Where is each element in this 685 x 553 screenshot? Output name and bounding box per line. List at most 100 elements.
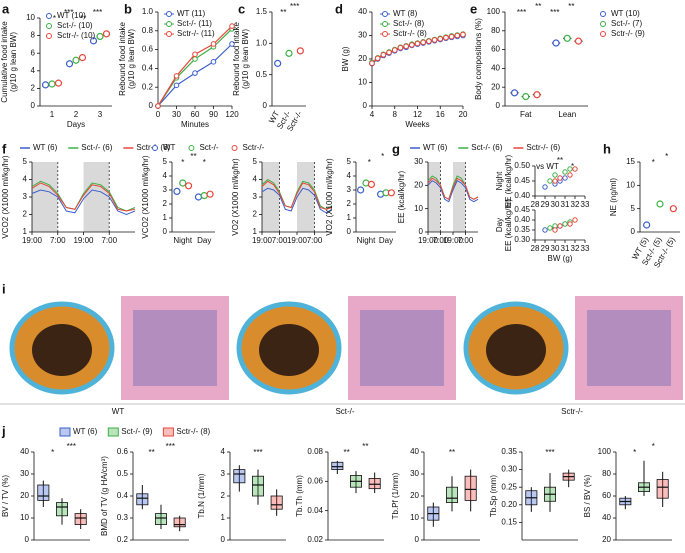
significance: * <box>181 158 184 167</box>
y-tick-label: 4 <box>23 175 28 184</box>
legend-label: Sctr-/- (11) <box>177 29 215 38</box>
legend-label: Sctr-/- (10) <box>57 31 96 40</box>
y-tick-label: 40 <box>358 7 367 16</box>
y-tick-label: 0 <box>415 535 420 544</box>
y-axis-label: Night <box>495 171 504 190</box>
y-tick-label: 4 <box>31 66 36 75</box>
y-tick-label: 1 <box>221 513 226 522</box>
panel-label: i <box>2 281 6 296</box>
series-line <box>261 187 333 214</box>
y-tick-label: 40 <box>602 513 611 522</box>
legend-label: WT (8) <box>393 9 418 18</box>
box <box>368 477 381 490</box>
significance: ** <box>535 2 541 11</box>
dot <box>194 193 203 201</box>
dot <box>574 37 583 45</box>
y-tick-label: 4 <box>347 171 352 180</box>
significance: *** <box>253 448 262 457</box>
box <box>154 513 167 525</box>
point <box>173 82 180 89</box>
x-tick-label: 12 <box>413 110 422 119</box>
point <box>414 40 421 47</box>
significance: * <box>203 158 206 167</box>
genotype-label: Sct-/- <box>335 407 354 416</box>
histology-marrow <box>133 310 217 386</box>
x-tick-label: 20 <box>459 110 468 119</box>
dot <box>184 182 193 190</box>
legend-label: Sct-/- <box>199 143 218 152</box>
x-tick-label: 120 <box>225 110 239 119</box>
x-tick-label: 90 <box>209 110 218 119</box>
y-tick-label: 3 <box>163 185 168 194</box>
x-tick-label: 19:00 <box>73 236 94 245</box>
dark-phase <box>297 162 315 232</box>
significance: *** <box>545 448 554 457</box>
point <box>454 32 461 39</box>
point <box>460 31 466 38</box>
point <box>572 166 578 172</box>
point <box>562 221 568 227</box>
legend-label: Sctr-/- (6) <box>526 143 560 152</box>
y-tick-label: 0.20 <box>501 500 517 509</box>
x-tick-label: 28 <box>531 200 540 209</box>
point <box>572 217 578 223</box>
y-tick-label: 1 <box>163 213 168 222</box>
x-tick-label: 32 <box>571 200 580 209</box>
legend-swatch <box>46 23 52 29</box>
point <box>192 51 198 58</box>
box <box>464 475 477 501</box>
x-axis-label: Days <box>67 120 85 129</box>
x-axis-label: Weeks <box>405 120 429 129</box>
dot <box>510 89 519 97</box>
series-line <box>261 180 333 210</box>
y-tick-label: 80 <box>491 26 500 35</box>
y-tick-label: 0.30 <box>501 465 517 474</box>
legend-swatch <box>382 11 388 17</box>
significance: *** <box>290 2 299 11</box>
x-tick-label: Day <box>379 236 393 245</box>
point <box>403 43 409 50</box>
box <box>74 513 87 525</box>
legend-swatch <box>152 145 158 151</box>
dot <box>552 39 560 47</box>
histology-marrow <box>360 310 444 386</box>
significance: *** <box>517 8 526 17</box>
y-axis-label: Day <box>495 218 504 232</box>
y-tick-label: 0.50 <box>514 161 530 170</box>
y-tick-label: 3 <box>23 192 28 201</box>
y-tick-label: 5 <box>23 157 28 166</box>
y-axis-label: Rebound food intake <box>232 22 241 96</box>
point <box>562 169 568 175</box>
y-tick-label: 60 <box>602 491 611 500</box>
legend-swatch <box>166 21 172 27</box>
point <box>369 60 375 67</box>
y-tick-label: 0.35 <box>514 225 530 234</box>
y-tick-label: 5 <box>163 157 168 166</box>
dot <box>274 59 282 67</box>
y-tick-label: 3 <box>347 185 352 194</box>
y-tick-label: 0.06 <box>307 476 323 485</box>
point <box>380 51 387 58</box>
legend-swatch <box>166 31 172 37</box>
y-tick-label: 3 <box>253 192 258 201</box>
box <box>656 479 669 499</box>
y-tick-label: 0.3 <box>117 513 129 522</box>
x-tick-label: Fat <box>520 110 532 119</box>
y-tick-label: 100 <box>598 447 612 456</box>
legend-label: WT (6) <box>423 143 448 152</box>
y-tick-label: 2 <box>253 210 258 219</box>
micro-ct-marrow <box>486 324 546 376</box>
y-axis-label: BV / TV (%) <box>1 475 10 517</box>
y-axis-label: VO2 (X1000 ml/kg/hr) <box>325 158 334 236</box>
significance: * <box>633 448 636 457</box>
x-tick-label: Night <box>357 236 376 245</box>
point <box>547 225 553 231</box>
x-tick-label: Night <box>173 236 192 245</box>
y-tick-label: 2 <box>347 199 352 208</box>
y-axis-label: NE (ng/ml) <box>609 178 618 217</box>
y-axis-label: BMD of TV (g HA/cm³) <box>100 456 109 536</box>
dark-phase <box>428 162 441 232</box>
y-tick-label: 0.04 <box>307 506 323 515</box>
point <box>374 55 381 62</box>
